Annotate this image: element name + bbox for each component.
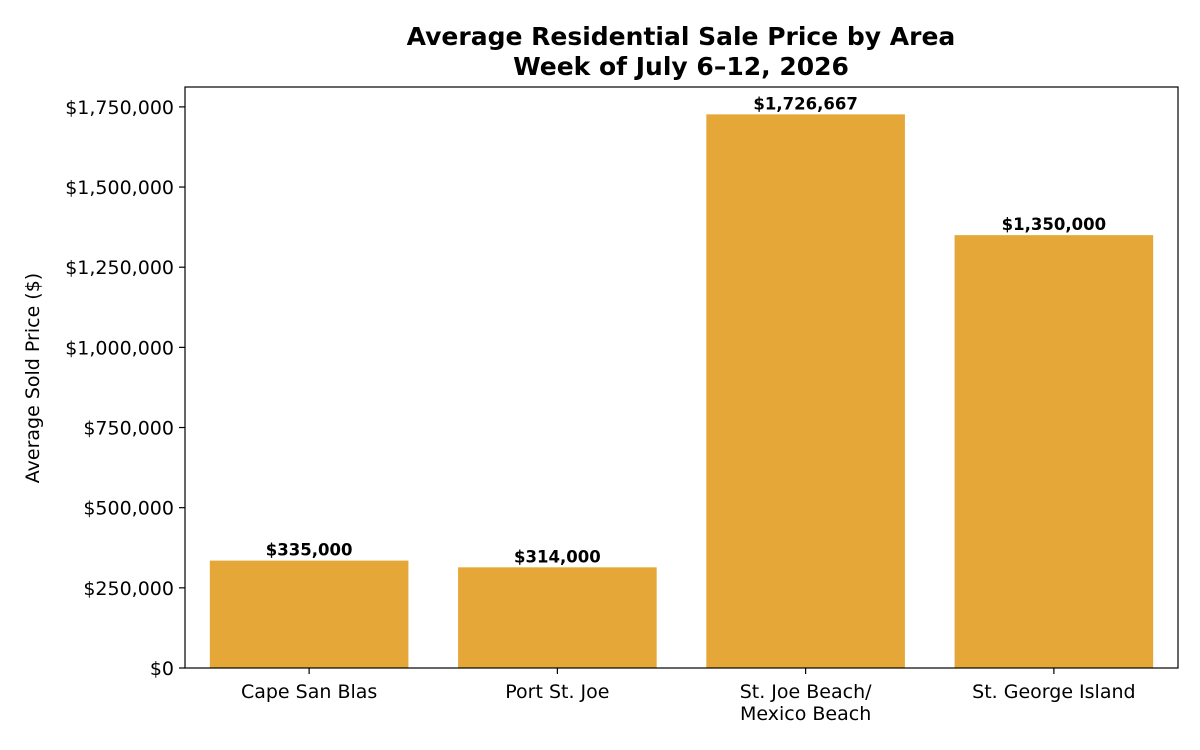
y-tick-label: $0 — [150, 658, 174, 680]
y-tick-label: $250,000 — [83, 578, 174, 600]
y-tick-label: $1,750,000 — [65, 97, 174, 119]
bar — [954, 235, 1154, 668]
chart-subtitle: Week of July 6–12, 2026 — [513, 52, 849, 81]
y-tick-label: $1,500,000 — [65, 177, 174, 199]
chart-title: Average Residential Sale Price by Area — [407, 22, 956, 51]
y-tick-label: $1,000,000 — [65, 337, 174, 359]
bar-value-label: $1,350,000 — [1002, 215, 1106, 234]
bar-value-label: $314,000 — [514, 547, 601, 566]
x-tick-label: Port St. Joe — [505, 681, 609, 703]
x-tick-label: Cape San Blas — [241, 681, 377, 703]
bar — [706, 114, 905, 669]
y-tick-label: $500,000 — [83, 498, 174, 520]
bar — [209, 560, 409, 668]
x-tick-label: Mexico Beach — [740, 703, 871, 725]
x-tick-label: St. George Island — [972, 681, 1135, 703]
y-axis-label: Average Sold Price ($) — [22, 273, 44, 483]
y-tick-label: $1,250,000 — [65, 257, 174, 279]
plot-area: $335,000 $314,000 $1,726,667 $1,350,000 $0 $2… — [65, 86, 1179, 725]
bar-value-label: $1,726,667 — [753, 94, 857, 113]
y-tick-label: $750,000 — [83, 418, 174, 440]
plot-frame — [184, 86, 1179, 669]
bar — [458, 567, 657, 668]
bar-value-label: $335,000 — [266, 541, 353, 560]
x-tick-label: St. Joe Beach/ — [740, 681, 872, 703]
